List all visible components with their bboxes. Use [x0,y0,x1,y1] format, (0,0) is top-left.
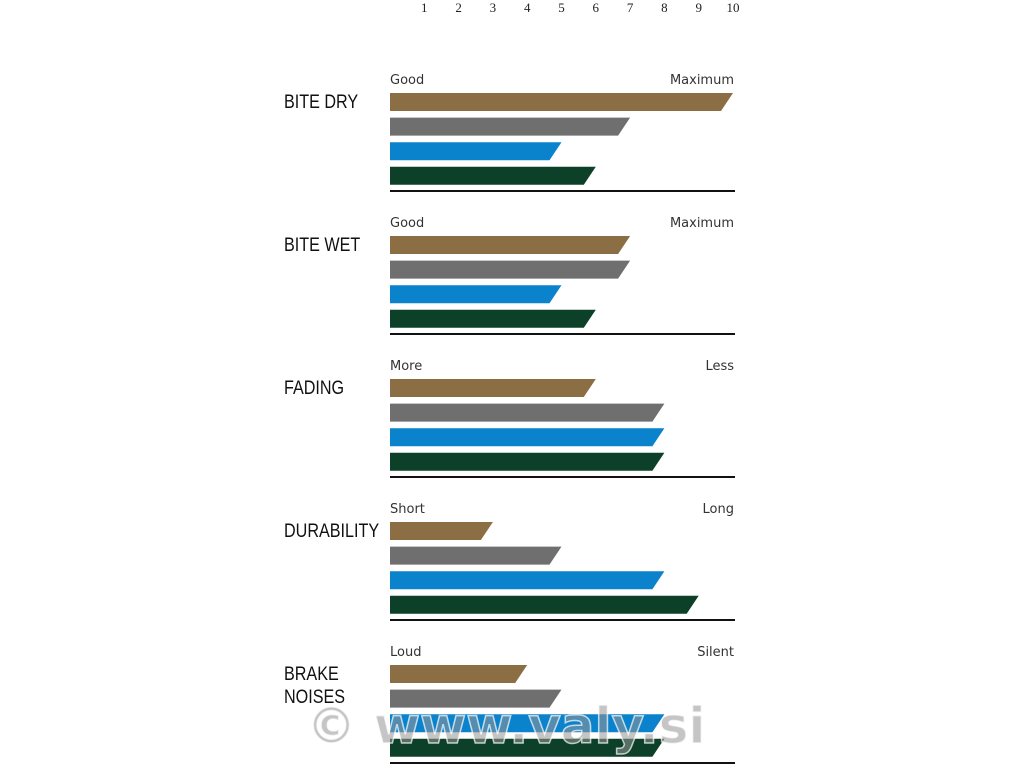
high-label: Maximum [670,73,734,88]
bar [390,403,665,422]
low-label: Loud [390,645,421,660]
bar [390,166,596,185]
high-label: Silent [697,645,734,660]
high-label: Maximum [670,216,734,231]
low-label: Good [390,73,424,88]
bar [390,142,562,161]
panel-title: FADING [284,378,345,399]
panel-title: BITE WET [284,235,361,256]
x-tick-label: 4 [524,0,531,15]
high-label: Less [705,359,734,374]
bar [390,689,562,708]
bar [390,595,699,614]
x-tick-label: 8 [661,0,668,15]
x-tick-label: 1 [421,0,428,15]
low-label: More [390,359,422,374]
bar [390,428,665,447]
bar [390,522,493,540]
x-tick-label: 5 [558,0,565,15]
bar [390,236,631,254]
bar [390,452,665,471]
bar [390,117,631,136]
bar [390,93,733,111]
panel-title: BRAKE NOISES [284,664,346,708]
x-tick-label: 2 [455,0,462,15]
x-tick-label: 7 [627,0,634,15]
watermark: © www.valy.si [306,697,705,755]
panel-title: DURABILITY [284,521,380,542]
x-tick-label: 9 [695,0,702,15]
bar [390,665,528,683]
low-label: Short [390,502,425,517]
bar [390,260,631,279]
bar [390,571,665,590]
x-tick-label: 3 [490,0,497,15]
high-label: Long [703,502,734,517]
bar [390,379,596,397]
bar [390,546,562,565]
bar [390,285,562,304]
bar [390,309,596,328]
bar [390,714,665,733]
bar [390,738,665,757]
low-label: Good [390,216,424,231]
panel-title: BITE DRY [284,92,359,113]
x-tick-label: 6 [593,0,600,15]
x-tick-label: 10 [727,0,740,15]
